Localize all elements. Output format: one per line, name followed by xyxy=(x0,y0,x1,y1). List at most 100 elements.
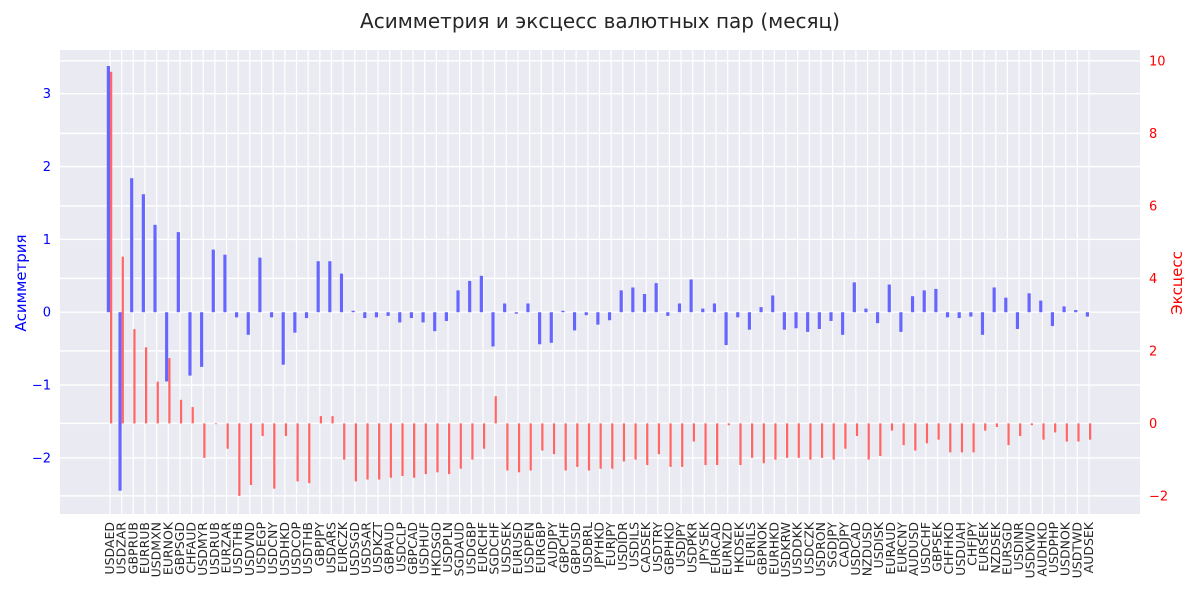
bar-skewness xyxy=(106,66,110,313)
bar-skewness xyxy=(1085,312,1089,317)
bar-kurtosis xyxy=(751,423,754,458)
right-axis: −2 0 2 4 6 8 10 xyxy=(1149,54,1168,504)
bar-kurtosis xyxy=(121,256,124,424)
bar-kurtosis xyxy=(902,423,905,446)
bar-kurtosis xyxy=(564,423,567,471)
x-tick-label: EURCHF xyxy=(475,522,490,572)
bar-skewness xyxy=(852,282,856,313)
bar-skewness xyxy=(304,312,309,319)
x-tick-label: EURSEK xyxy=(976,521,991,572)
bar-skewness xyxy=(130,178,134,313)
bar-kurtosis xyxy=(1089,423,1092,440)
bar-skewness xyxy=(969,312,973,317)
bar-skewness xyxy=(596,312,600,325)
bar-kurtosis xyxy=(797,423,800,458)
x-tick-label: USDCZK xyxy=(801,521,816,574)
bar-kurtosis xyxy=(809,423,812,460)
bar-skewness xyxy=(328,261,332,313)
bar-skewness xyxy=(561,310,565,313)
x-tick-label: USDTWD xyxy=(1069,522,1084,578)
x-tick-label: AUDJPY xyxy=(545,522,560,568)
bar-skewness xyxy=(549,312,553,343)
bar-kurtosis xyxy=(844,423,847,449)
x-tick-label: USDUAH xyxy=(953,522,968,576)
bar-skewness xyxy=(176,232,180,313)
bar-kurtosis xyxy=(354,423,357,482)
y-tick-label-right: 6 xyxy=(1149,199,1157,214)
x-tick-label: USDMXN xyxy=(149,522,164,577)
x-tick-label: USDDKK xyxy=(790,521,805,575)
x-tick-label: USDPEN xyxy=(522,522,537,574)
bar-kurtosis xyxy=(552,423,556,455)
bar-skewness xyxy=(363,312,367,319)
y-tick-label-right: 8 xyxy=(1149,127,1157,142)
bar-kurtosis xyxy=(459,423,462,469)
bar-kurtosis xyxy=(879,423,882,456)
bar-kurtosis xyxy=(436,423,439,473)
bar-skewness xyxy=(1015,312,1020,329)
bar-kurtosis xyxy=(179,399,183,424)
x-tick-label: SGDJPY xyxy=(825,522,840,568)
bar-kurtosis xyxy=(890,423,894,431)
bar-skewness xyxy=(572,312,577,331)
bar-skewness xyxy=(141,194,145,313)
x-tick-label: EURGBP xyxy=(533,522,548,574)
x-tick-label: EURILS xyxy=(743,522,758,566)
x-tick-label: USDINR xyxy=(1011,522,1026,571)
bar-kurtosis xyxy=(529,423,532,471)
x-tick-label: USDMYR xyxy=(195,522,210,576)
x-tick-label: AUDUSD xyxy=(906,522,921,576)
bar-kurtosis xyxy=(144,347,148,424)
bar-kurtosis xyxy=(972,423,975,453)
bar-skewness xyxy=(339,273,344,313)
bar-skewness xyxy=(957,312,961,319)
bar-skewness xyxy=(689,279,693,313)
bar-skewness xyxy=(771,295,775,313)
bar-kurtosis xyxy=(1007,423,1010,446)
bar-kurtosis xyxy=(133,329,136,424)
bar-skewness xyxy=(269,312,274,318)
bar-kurtosis xyxy=(156,381,159,424)
bar-skewness xyxy=(491,312,495,347)
bar-skewness xyxy=(876,312,880,324)
bar-skewness xyxy=(1050,312,1055,327)
x-tick-label: EURNOK xyxy=(160,521,175,575)
bar-skewness xyxy=(165,312,169,382)
x-tick-label: EURAUD xyxy=(883,522,898,575)
bar-kurtosis xyxy=(284,423,288,437)
bar-skewness xyxy=(910,296,915,313)
x-tick-label: HKDSEK xyxy=(731,521,746,573)
bar-skewness xyxy=(468,280,472,313)
bar-kurtosis xyxy=(517,423,521,473)
x-tick-label: USDTHB xyxy=(230,522,245,574)
x-tick-label: EURSGD xyxy=(999,522,1014,575)
x-tick-label: EURRUB xyxy=(137,522,152,574)
x-tick-label: USDGBP xyxy=(463,522,478,575)
bar-kurtosis xyxy=(471,423,474,460)
x-tick-label: USDZAR xyxy=(114,522,129,575)
x-tick-label: EURZAR xyxy=(219,522,234,574)
bar-skewness xyxy=(444,312,448,321)
y-tick-label-left: 1 xyxy=(43,233,51,248)
bar-kurtosis xyxy=(1065,423,1068,442)
x-tick-label: USDRUB xyxy=(207,522,222,575)
x-tick-label: USDHUF xyxy=(417,522,432,574)
x-tick-label: GBPSEK xyxy=(929,521,944,572)
bar-kurtosis xyxy=(762,423,765,464)
bar-skewness xyxy=(1039,300,1043,313)
x-tick-label: USDSGD xyxy=(347,522,362,576)
y-tick-label-right: 4 xyxy=(1149,272,1157,287)
bar-kurtosis xyxy=(785,423,789,458)
bar-kurtosis xyxy=(273,423,276,489)
bar-kurtosis xyxy=(704,423,707,466)
x-tick-label: AUDHKD xyxy=(1034,522,1049,577)
bar-kurtosis xyxy=(995,423,999,427)
bar-skewness xyxy=(642,294,647,313)
x-tick-label: GBPJPY xyxy=(312,522,327,567)
bar-skewness xyxy=(887,284,891,313)
x-tick-label: HKDSGD xyxy=(428,522,443,576)
x-tick-label: NZDUSD xyxy=(860,522,875,576)
bar-kurtosis xyxy=(494,396,497,424)
y-axis-label-left: Асимметрия xyxy=(12,234,30,331)
x-tick-label: SGDAUD xyxy=(452,522,467,576)
